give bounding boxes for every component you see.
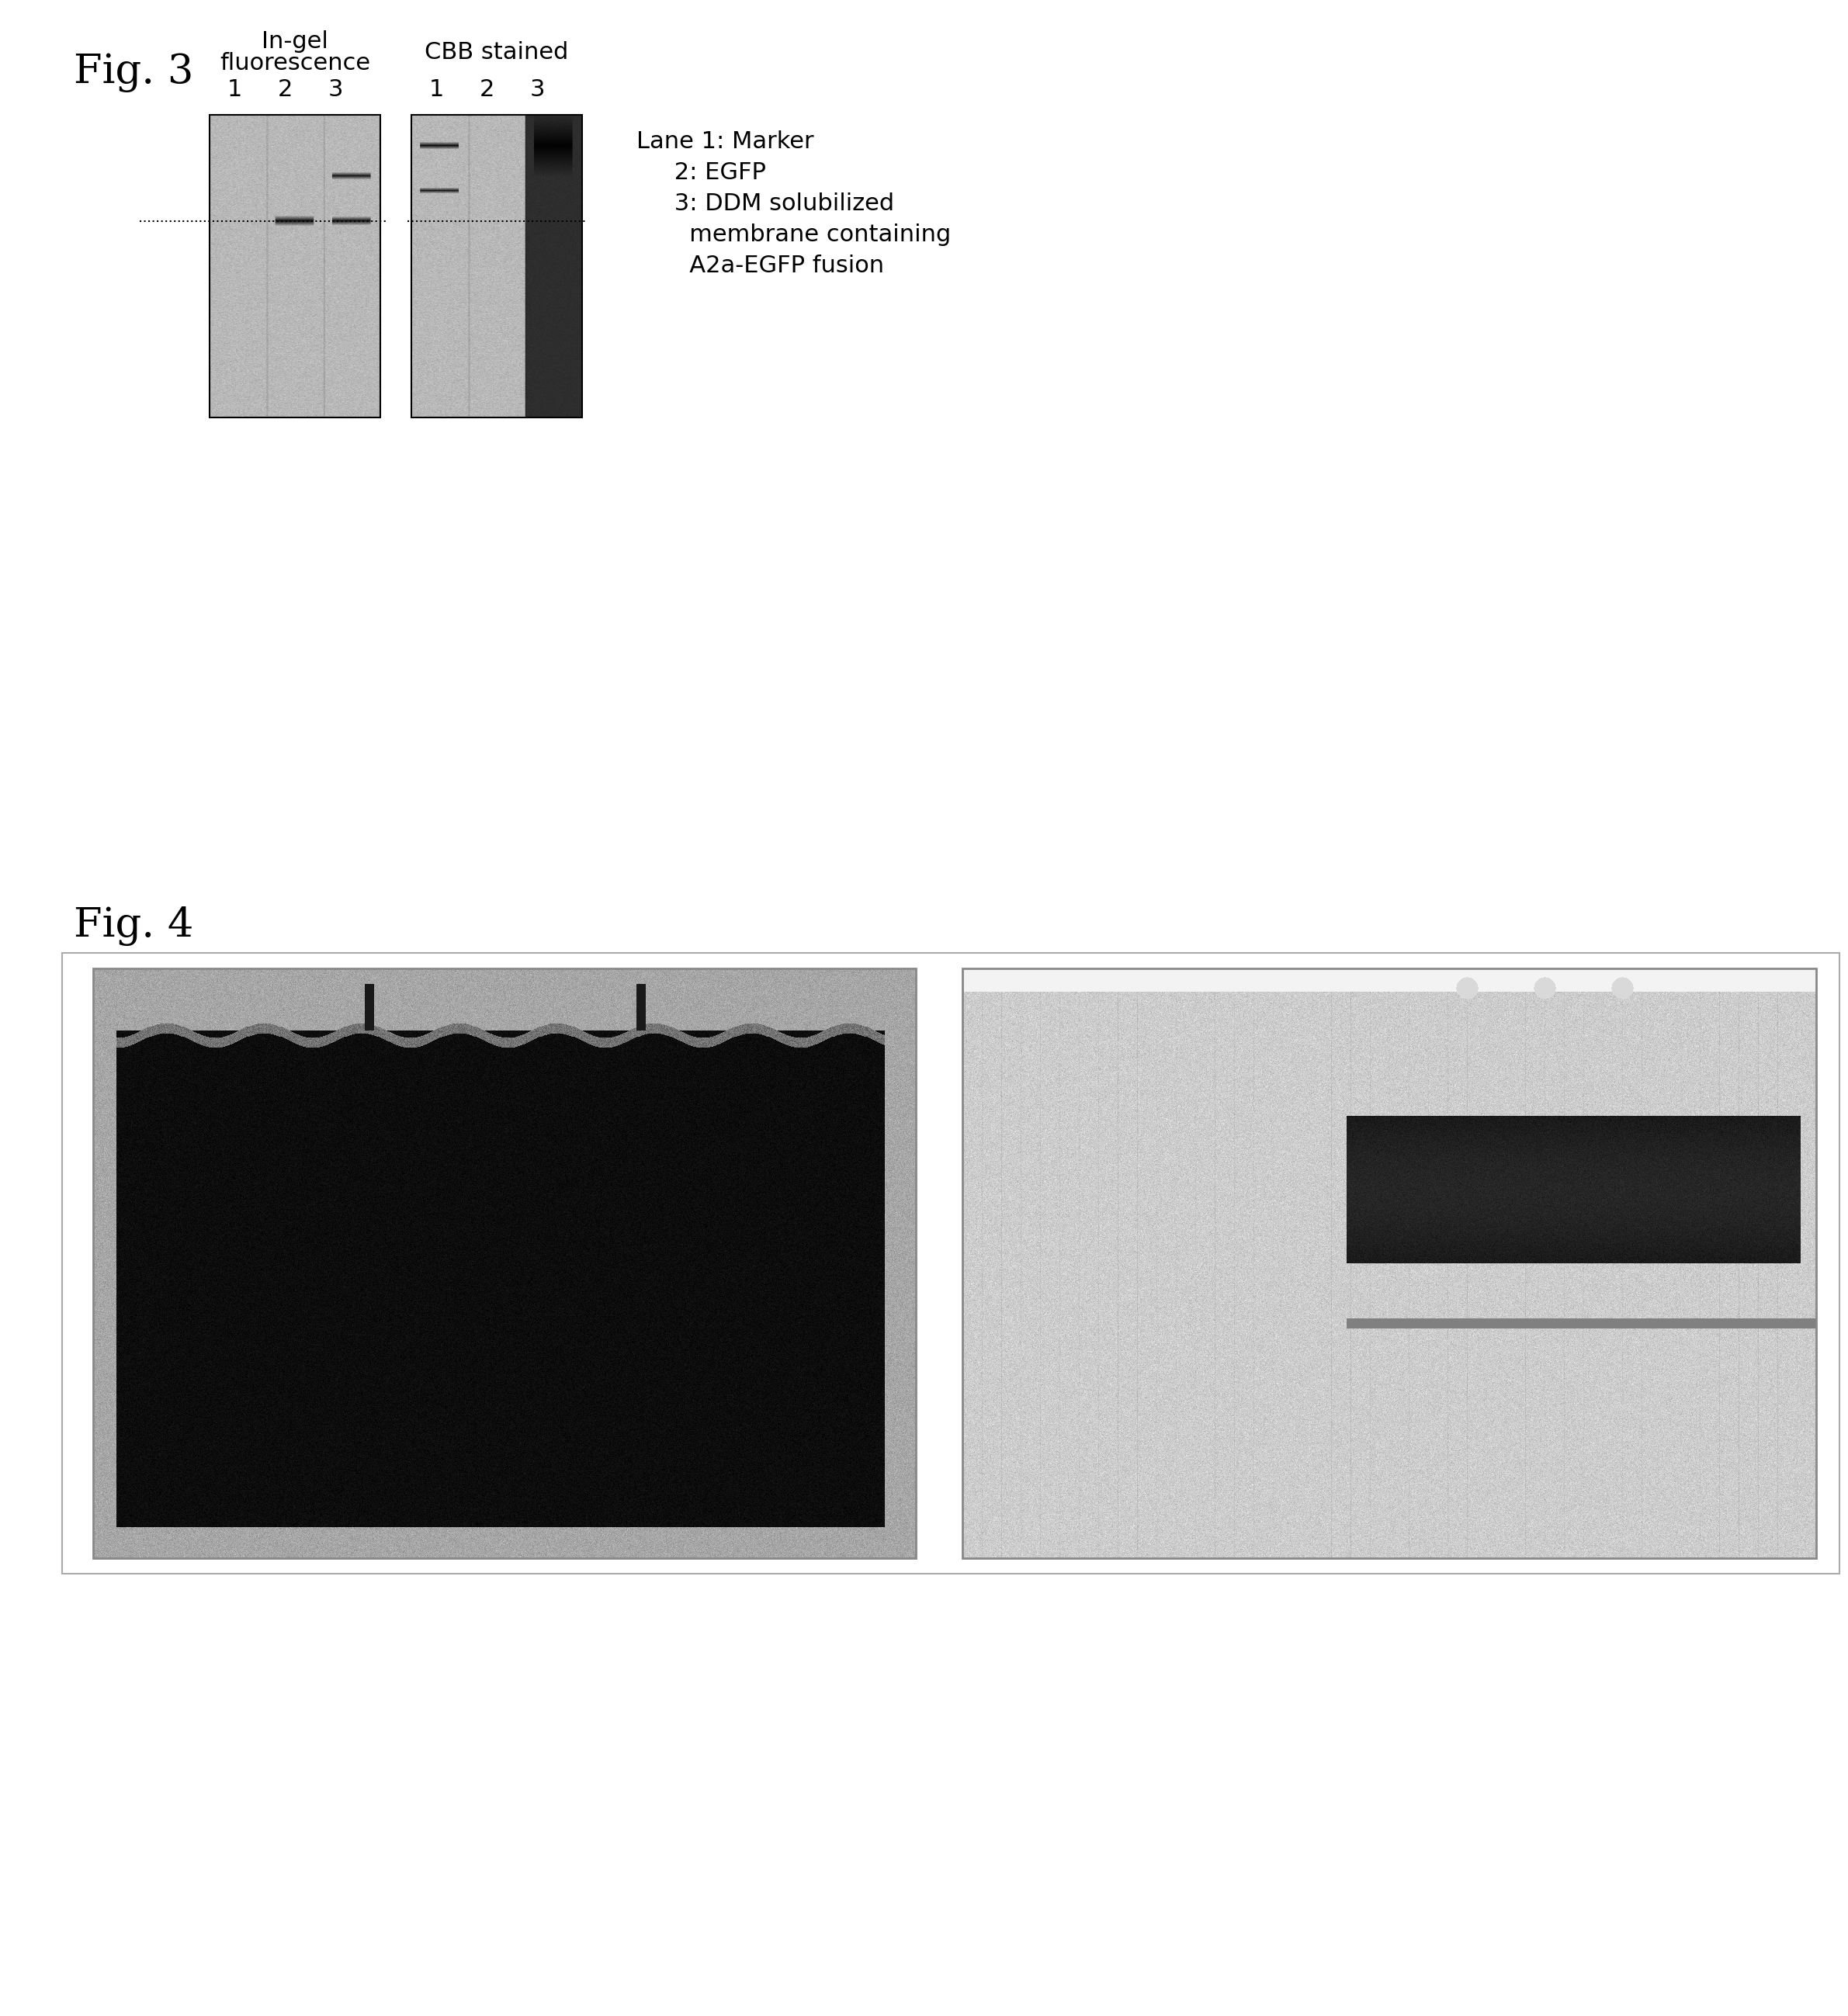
Bar (92, 968, 917, 1558)
Text: CBB stained: CBB stained (425, 40, 569, 65)
Text: 2: 2 (277, 79, 292, 101)
Bar (63, 954, 1839, 1574)
Text: Fig. 4: Fig. 4 (74, 907, 194, 946)
Text: 3: DDM solubilized: 3: DDM solubilized (636, 192, 894, 216)
Text: A2a-EGFP fusion: A2a-EGFP fusion (636, 254, 883, 276)
Text: fluorescence: fluorescence (220, 52, 370, 75)
Text: Fig. 3: Fig. 3 (74, 52, 194, 93)
Bar (209, 115, 381, 417)
Text: membrane containing: membrane containing (636, 224, 952, 246)
Text: 1: 1 (227, 79, 242, 101)
Text: In-gel: In-gel (262, 30, 329, 52)
Text: 1: 1 (429, 79, 444, 101)
Text: Lane 1: Marker: Lane 1: Marker (636, 131, 813, 153)
Bar (963, 968, 1817, 1558)
Text: 2: EGFP: 2: EGFP (636, 161, 765, 183)
Text: 3: 3 (530, 79, 545, 101)
Bar (412, 115, 582, 417)
Text: 3: 3 (329, 79, 344, 101)
Text: 2: 2 (479, 79, 495, 101)
